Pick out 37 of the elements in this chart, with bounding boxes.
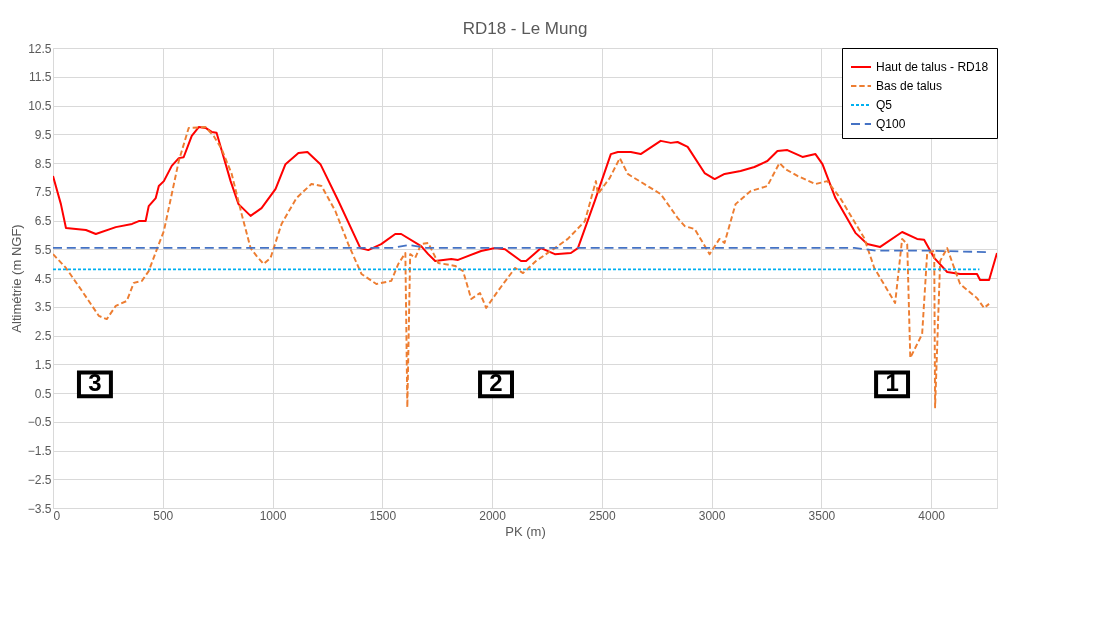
annotation: 1 [885,369,899,397]
legend-label: Bas de talus [876,79,943,93]
annotation: 2 [489,369,503,397]
y-tick-label: 8.5 [34,156,52,171]
y-tick-label: 10.5 [28,99,52,113]
x-tick-label: 1500 [369,508,397,523]
y-axis-title: Altimétrie (m NGF) [8,224,24,333]
y-tick-label: 7.5 [34,185,52,200]
y-tick-label: 2.5 [34,329,52,343]
x-tick-label: 2000 [479,508,507,523]
line-series [53,244,987,254]
y-tick-label: 5.5 [34,242,52,257]
y-tick-label: −3.5 [27,501,52,516]
y-tick-label: 1.5 [34,357,52,372]
annotation: 3 [88,369,102,397]
y-tick-label: 3.5 [34,300,52,315]
y-tick-label: −0.5 [27,415,52,430]
y-tick-label: −2.5 [27,472,52,487]
chart-title: RD18 - Le Mung [462,19,588,38]
x-tick-label: 0 [53,508,61,523]
x-tick-label: 4000 [918,508,946,523]
legend-label: Q100 [876,117,906,131]
x-tick-label: 2500 [588,508,617,523]
x-axis-title: PK (m) [505,523,546,539]
y-tick-label: 6.5 [34,214,52,228]
legend-label: Haut de talus - RD18 [876,60,989,74]
y-tick-label: −1.5 [27,444,52,458]
y-tick-label: 9.5 [34,127,52,142]
y-tick-label: 0.5 [34,386,52,401]
y-tick-label: 12.5 [28,41,52,56]
x-tick-label: 1000 [259,508,287,523]
y-tick-label: 11.5 [29,70,52,85]
x-tick-label: 3500 [808,508,836,523]
y-tick-label: 4.5 [34,271,52,286]
legend-label: Q5 [876,98,893,112]
x-tick-label: 3000 [698,508,726,523]
x-tick-label: 500 [153,508,174,523]
